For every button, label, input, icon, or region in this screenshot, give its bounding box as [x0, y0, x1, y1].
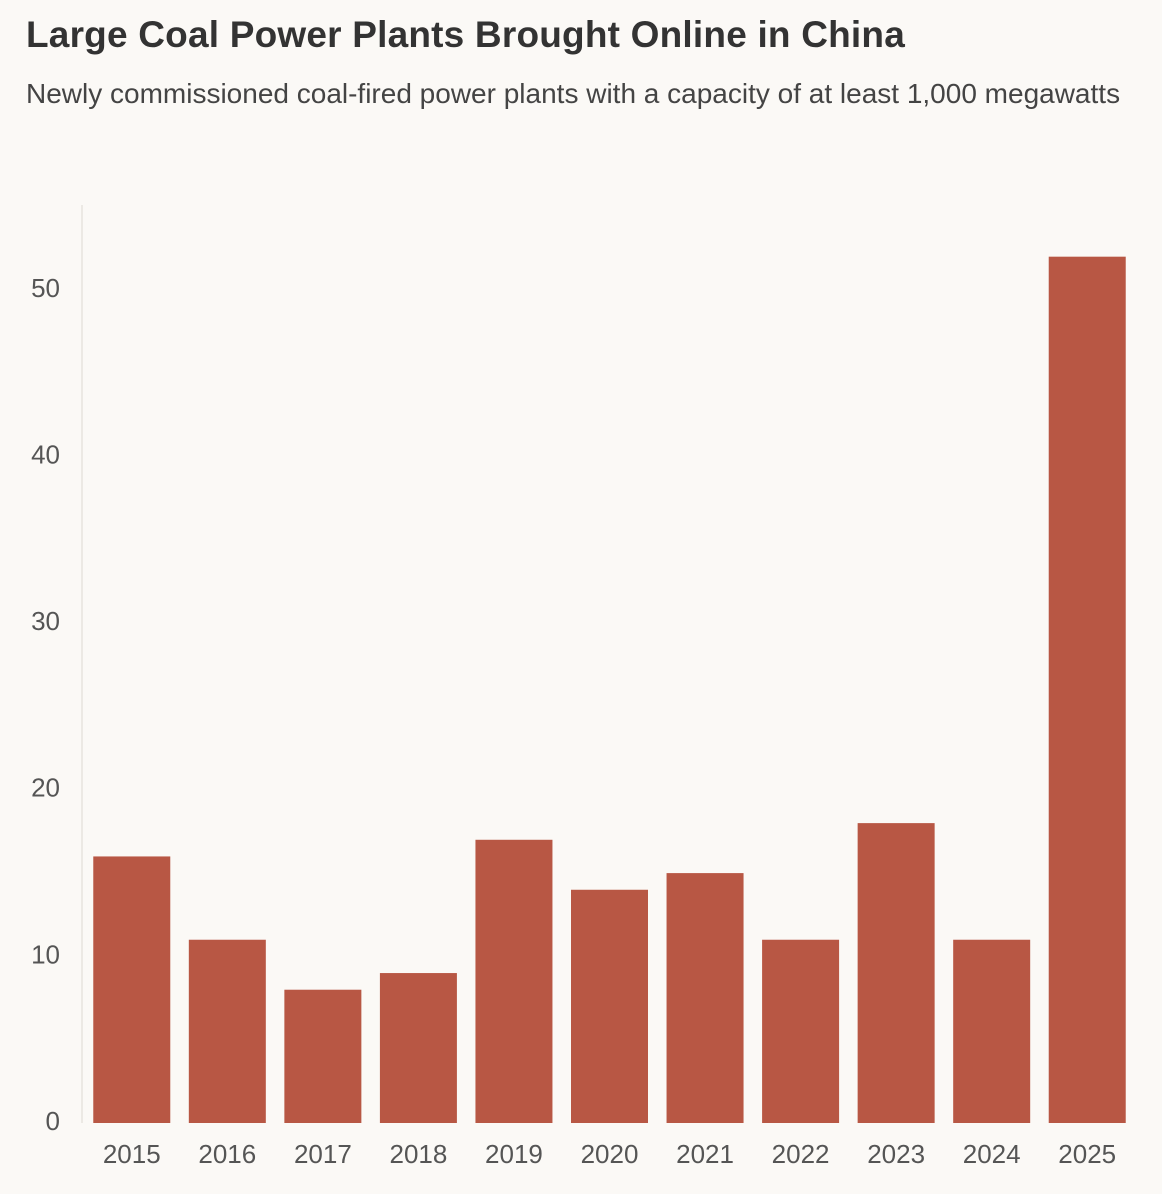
- bar-2021[interactable]: [666, 873, 744, 1123]
- bar-2017[interactable]: [284, 989, 362, 1123]
- x-tick-label: 2022: [772, 1139, 830, 1169]
- y-tick-label: 0: [46, 1106, 60, 1136]
- bar-2022[interactable]: [762, 939, 840, 1123]
- bars: [93, 256, 1126, 1123]
- y-tick-label: 30: [31, 606, 60, 636]
- x-tick-label: 2019: [485, 1139, 543, 1169]
- x-tick-label: 2015: [103, 1139, 161, 1169]
- x-axis: 2015 2016 2017 2018 2019 2020 2021 2022 2023 2024…: [103, 1139, 1116, 1169]
- chart-subtitle: Newly commissioned coal-fired power plan…: [26, 78, 1121, 109]
- bar-2023[interactable]: [857, 823, 935, 1123]
- y-axis: 0 10 20 30 40 50: [31, 205, 83, 1136]
- x-tick-label: 2016: [198, 1139, 256, 1169]
- y-tick-label: 50: [31, 273, 60, 303]
- bar-2025[interactable]: [1048, 256, 1126, 1123]
- x-tick-label: 2025: [1058, 1139, 1116, 1169]
- x-tick-label: 2023: [867, 1139, 925, 1169]
- bar-2016[interactable]: [188, 939, 266, 1123]
- x-tick-label: 2020: [581, 1139, 639, 1169]
- chart-title: Large Coal Power Plants Brought Online i…: [26, 14, 905, 55]
- x-tick-label: 2021: [676, 1139, 734, 1169]
- bar-2024[interactable]: [953, 939, 1031, 1123]
- x-tick-label: 2017: [294, 1139, 352, 1169]
- bar-2018[interactable]: [379, 973, 457, 1123]
- bar-2020[interactable]: [571, 889, 648, 1123]
- y-tick-label: 10: [31, 939, 60, 969]
- x-tick-label: 2024: [963, 1139, 1021, 1169]
- y-tick-label: 20: [31, 773, 60, 803]
- x-tick-label: 2018: [389, 1139, 447, 1169]
- y-tick-label: 40: [31, 439, 60, 469]
- bar-2015[interactable]: [93, 856, 171, 1123]
- bar-2019[interactable]: [475, 839, 553, 1123]
